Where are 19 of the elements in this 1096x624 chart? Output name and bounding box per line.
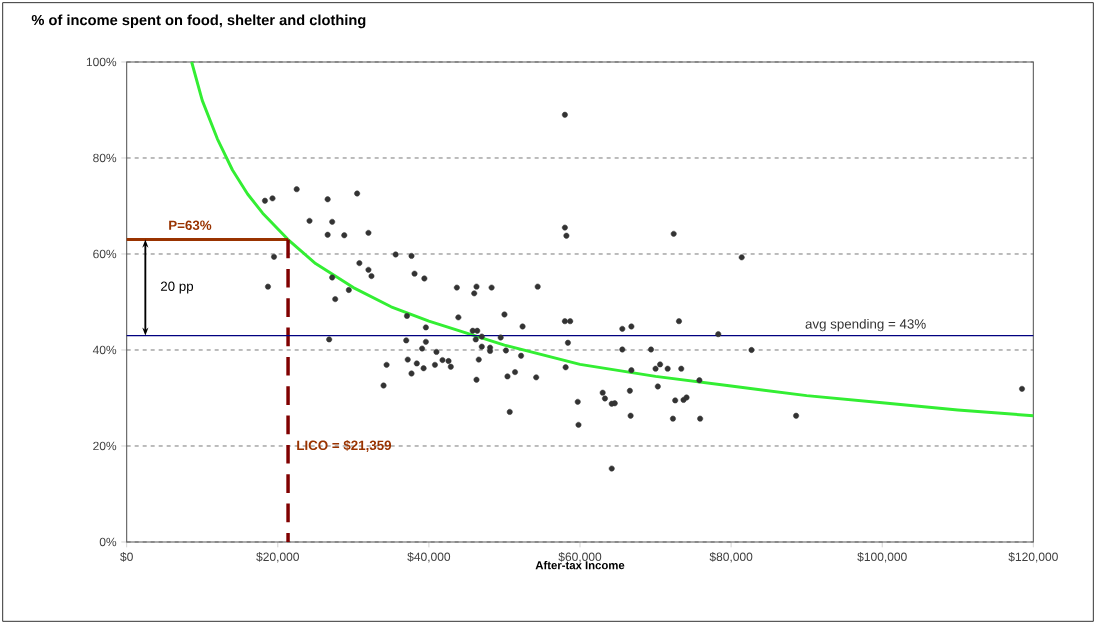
annotation: P=63% (169, 220, 212, 230)
x-tick-label: $60,000 (558, 552, 602, 563)
y-tick-label: 60% (93, 249, 117, 259)
x-tick-label: $100,000 (857, 552, 907, 563)
annotation: LICO = $21,359 (297, 439, 392, 452)
y-tick-label: 40% (92, 345, 117, 355)
x-tick-label: $40,000 (407, 552, 451, 563)
x-tick-label: $20,000 (256, 552, 299, 563)
ref-line-label: avg spending = 43% (805, 318, 926, 332)
y-tick-label: 100% (86, 57, 117, 67)
y-tick-label: 0% (99, 537, 117, 547)
y-tick-label: 20% (93, 441, 117, 451)
annotation: 20 pp (160, 281, 194, 294)
x-tick-label: $80,000 (709, 552, 753, 563)
x-tick-label: $0 (120, 552, 133, 562)
y-tick-label: 80% (93, 153, 117, 163)
x-axis-title: After-tax Income (535, 560, 625, 570)
chart-title: % of income spent on food, shelter and clothing (31, 14, 366, 29)
x-tick-label: $120,000 (1008, 552, 1058, 563)
